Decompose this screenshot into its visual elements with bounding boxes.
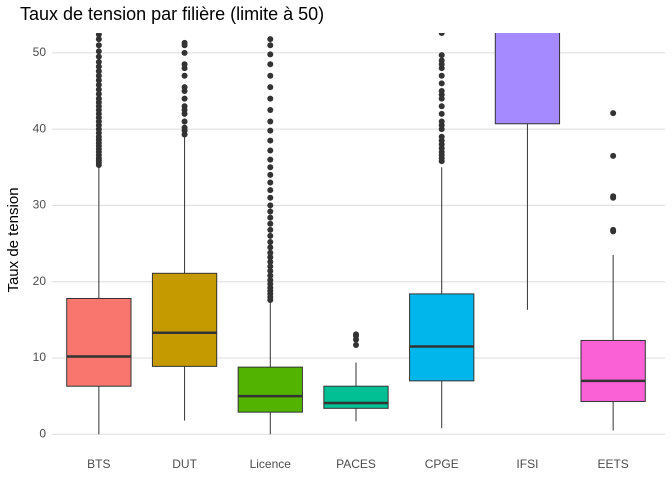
outlier xyxy=(267,220,274,227)
outlier xyxy=(267,254,274,261)
outlier xyxy=(267,42,274,49)
outlier xyxy=(267,272,274,279)
outlier xyxy=(181,61,188,68)
outlier xyxy=(267,194,274,201)
box xyxy=(323,385,389,409)
outlier xyxy=(95,53,102,60)
x-tick-label: IFSI xyxy=(516,457,538,471)
outlier xyxy=(267,263,274,270)
outlier xyxy=(267,156,274,163)
outlier xyxy=(438,52,445,59)
x-tick-label: BTS xyxy=(87,457,110,471)
outlier xyxy=(267,118,274,125)
outlier xyxy=(95,95,102,102)
outlier xyxy=(267,226,274,233)
outlier xyxy=(438,103,445,110)
x-tick-label: Licence xyxy=(250,457,292,471)
box xyxy=(151,272,218,367)
outlier xyxy=(610,193,617,200)
outlier xyxy=(267,164,274,171)
outlier xyxy=(267,61,274,68)
plot-area xyxy=(66,33,646,435)
outlier xyxy=(95,63,102,70)
y-axis-label: Taux de tension xyxy=(5,187,22,292)
outlier xyxy=(181,49,188,56)
outlier xyxy=(267,244,274,251)
outlier xyxy=(267,95,274,102)
y-tick-label: 0 xyxy=(39,426,46,440)
outlier xyxy=(267,171,274,178)
x-tick-label: PACES xyxy=(336,457,376,471)
box xyxy=(409,293,475,382)
outlier xyxy=(95,81,102,88)
outlier xyxy=(438,33,445,36)
outlier xyxy=(267,147,274,154)
outlier xyxy=(267,36,274,43)
outlier xyxy=(95,68,102,75)
outlier xyxy=(267,187,274,194)
outlier xyxy=(95,91,102,98)
y-tick-label: 20 xyxy=(33,274,47,288)
outlier xyxy=(181,124,188,131)
outlier xyxy=(438,118,445,125)
outlier xyxy=(181,72,188,79)
outlier xyxy=(610,152,617,159)
outlier xyxy=(267,202,274,209)
outlier xyxy=(267,179,274,186)
box xyxy=(66,297,132,387)
outlier xyxy=(267,249,274,256)
outlier xyxy=(353,342,359,349)
y-tick-label: 10 xyxy=(33,350,47,364)
outlier xyxy=(438,57,445,64)
outlier xyxy=(610,110,617,117)
outlier xyxy=(181,39,188,46)
outlier xyxy=(353,331,359,338)
outlier xyxy=(95,48,102,55)
outlier xyxy=(181,84,188,91)
outlier xyxy=(267,84,274,91)
outlier xyxy=(267,268,274,275)
outlier xyxy=(181,103,188,110)
outlier xyxy=(267,277,274,284)
x-tick-label: CPGE xyxy=(425,457,459,471)
chart-title: Taux de tension par filière (limite à 50… xyxy=(20,4,324,24)
outlier xyxy=(438,110,445,117)
y-tick-label: 30 xyxy=(33,198,47,212)
box xyxy=(494,33,561,125)
outlier xyxy=(95,58,102,65)
outlier xyxy=(95,42,102,49)
outlier xyxy=(267,51,274,58)
outlier xyxy=(267,208,274,215)
outlier xyxy=(267,107,274,114)
outlier xyxy=(95,86,102,93)
outlier xyxy=(95,72,102,79)
outlier xyxy=(95,33,102,38)
outlier xyxy=(267,72,274,79)
outlier xyxy=(438,72,445,79)
outlier xyxy=(438,80,445,87)
outlier xyxy=(181,95,188,102)
y-tick-label: 40 xyxy=(33,121,47,135)
box xyxy=(237,366,303,413)
outlier xyxy=(610,226,617,233)
outlier xyxy=(267,127,274,134)
outlier xyxy=(267,137,274,144)
outlier xyxy=(438,87,445,94)
outlier xyxy=(438,133,445,140)
x-tick-label: EETS xyxy=(597,457,628,471)
box xyxy=(580,339,646,402)
grid xyxy=(52,52,665,435)
outlier xyxy=(95,77,102,84)
outlier xyxy=(267,258,274,265)
outlier xyxy=(267,214,274,221)
x-tick-label: DUT xyxy=(172,457,197,471)
outlier xyxy=(267,239,274,246)
y-tick-label: 50 xyxy=(33,45,47,59)
outlier xyxy=(95,36,102,43)
outlier xyxy=(267,232,274,239)
outlier xyxy=(181,118,188,125)
